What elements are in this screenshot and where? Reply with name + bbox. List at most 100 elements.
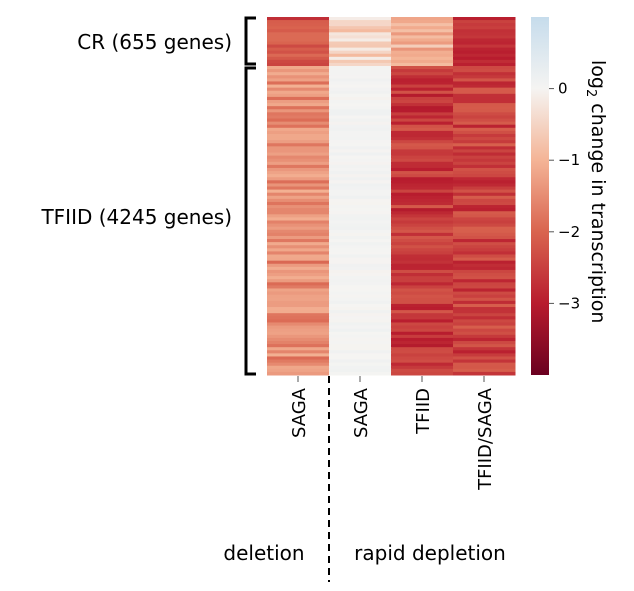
heatmap-cell: [453, 205, 516, 209]
heatmap-cell: [453, 99, 516, 104]
heatmap-cell: [329, 319, 392, 323]
heatmap-cell: [267, 137, 330, 141]
heatmap-cell: [329, 232, 392, 237]
heatmap-cell: [391, 220, 454, 225]
heatmap-cell: [391, 282, 454, 286]
heatmap-cell: [267, 362, 330, 367]
heatmap-cell: [329, 146, 392, 150]
heatmap-cell: [329, 316, 392, 320]
heatmap-cell: [453, 344, 516, 348]
heatmap-cell: [329, 155, 392, 160]
heatmap-cell: [453, 232, 516, 237]
heatmap-cell: [453, 112, 516, 116]
heatmap-cell: [391, 288, 454, 293]
heatmap-cell: [267, 291, 330, 296]
heatmap-cell: [391, 195, 454, 200]
heatmap-cell: [267, 285, 330, 289]
heatmap-cell: [267, 146, 330, 150]
heatmap-cell: [453, 279, 516, 283]
heatmap-cell: [267, 211, 330, 215]
heatmap-cell: [453, 143, 516, 147]
heatmap-cell: [453, 350, 516, 354]
heatmap-cell: [391, 17, 454, 21]
heatmap-cell: [329, 35, 392, 39]
heatmap-cell: [267, 121, 330, 126]
heatmap-cell: [267, 72, 330, 76]
heatmap-cell: [329, 75, 392, 79]
heatmap-cell: [391, 319, 454, 323]
heatmap-cell: [267, 294, 330, 299]
colorbar-tick-label: −1: [558, 151, 580, 169]
heatmap-cell: [391, 254, 454, 259]
heatmap-cell: [391, 245, 454, 249]
heatmap-cell: [267, 337, 330, 342]
heatmap-cell: [329, 282, 392, 286]
heatmap-cell: [267, 41, 330, 46]
heatmap-cell: [391, 90, 454, 95]
heatmap-cell: [329, 112, 392, 116]
heatmap-cell: [267, 183, 330, 188]
heatmap-cell: [453, 220, 516, 225]
heatmap-cell: [267, 359, 330, 364]
heatmap-cell: [267, 316, 330, 320]
heatmap-cell: [267, 93, 330, 98]
heatmap-cell: [329, 368, 392, 373]
heatmap-cell: [267, 171, 330, 175]
heatmap-cell: [453, 365, 516, 370]
heatmap-cell: [329, 174, 392, 178]
heatmap-cell: [329, 81, 392, 86]
heatmap-cell: [453, 78, 516, 82]
heatmap-cell: [267, 328, 330, 333]
heatmap-cell: [391, 201, 454, 206]
heatmap-cell: [329, 44, 392, 49]
heatmap-cell: [453, 164, 516, 169]
colorbar-label: log2 change in transcription: [583, 60, 609, 323]
heatmap-cell: [267, 189, 330, 194]
heatmap-cell: [329, 257, 392, 262]
heatmap-cell: [267, 99, 330, 104]
heatmap-cell: [453, 180, 516, 184]
heatmap-cell: [267, 143, 330, 147]
heatmap-cell: [453, 371, 516, 376]
heatmap-cell: [453, 217, 516, 221]
heatmap-cell: [329, 84, 392, 89]
heatmap-cell: [391, 140, 454, 144]
heatmap-cell: [267, 251, 330, 255]
heatmap-cell: [329, 322, 392, 327]
heatmap-cell: [391, 75, 454, 79]
heatmap-cell: [329, 334, 392, 339]
heatmap-cell: [391, 155, 454, 160]
heatmap-cell: [267, 350, 330, 354]
heatmap-cell: [391, 164, 454, 169]
heatmap-cell: [391, 44, 454, 49]
heatmap-cells: [267, 17, 516, 376]
heatmap-cell: [329, 328, 392, 333]
heatmap-cell: [453, 303, 516, 308]
heatmap-cell: [267, 50, 330, 55]
heatmap-cell: [453, 20, 516, 24]
heatmap-cell: [453, 189, 516, 194]
heatmap-cell: [267, 59, 330, 64]
heatmap-cell: [329, 180, 392, 184]
heatmap-cell: [453, 254, 516, 259]
heatmap-cell: [453, 130, 516, 135]
heatmap-cell: [391, 322, 454, 327]
heatmap-cell: [453, 316, 516, 320]
heatmap-cell: [267, 186, 330, 191]
heatmap-cell: [329, 208, 392, 212]
heatmap-cell: [453, 146, 516, 150]
heatmap-cell: [453, 211, 516, 215]
heatmap-cell: [267, 66, 330, 70]
heatmap-cell: [391, 158, 454, 163]
heatmap-cell: [453, 62, 516, 67]
heatmap-cell: [391, 269, 454, 274]
heatmap-cell: [329, 90, 392, 95]
heatmap-cell: [453, 328, 516, 333]
heatmap-cell: [329, 242, 392, 246]
heatmap-cell: [391, 285, 454, 289]
heatmap-cell: [453, 93, 516, 98]
heatmap-cell: [391, 294, 454, 299]
heatmap-cell: [267, 356, 330, 361]
heatmap-cell: [391, 143, 454, 147]
heatmap-cell: [267, 220, 330, 225]
